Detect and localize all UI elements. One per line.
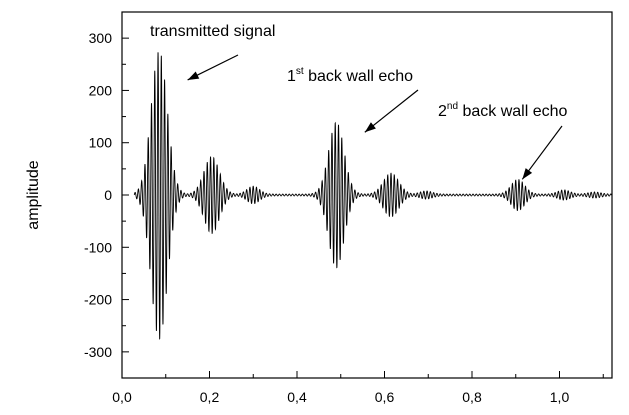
- x-tick-label: 0,2: [200, 389, 220, 405]
- annotation-label: 2nd back wall echo: [438, 101, 568, 120]
- annotation-arrowhead: [364, 122, 376, 133]
- y-tick-label: 0: [104, 187, 112, 203]
- y-axis-label: amplitude: [25, 160, 42, 229]
- y-tick-label: -300: [84, 344, 112, 360]
- x-tick-label: 0,4: [287, 389, 307, 405]
- y-tick-label: 100: [89, 135, 113, 151]
- y-tick-label: 200: [89, 82, 113, 98]
- annotations: transmitted signal 1st back wall echo 2nd …: [150, 23, 568, 180]
- x-axis-ticks: 0,0 0,2 0,4 0,6 0,8 1,0: [112, 371, 604, 405]
- y-axis-ticks: -300 -200 -100 0 100 200 300: [84, 30, 129, 379]
- x-tick-label: 0,8: [462, 389, 482, 405]
- annotation-label: 1st back wall echo: [287, 66, 413, 85]
- annotation-label: transmitted signal: [150, 23, 275, 40]
- y-tick-label: 300: [89, 30, 113, 46]
- annotation-arrow: [521, 125, 563, 180]
- x-tick-label: 1,0: [550, 389, 570, 405]
- annotation-arrowhead: [522, 168, 533, 180]
- y-tick-label: -100: [84, 239, 112, 255]
- signal-line: [133, 52, 613, 340]
- annotation-arrow: [364, 89, 419, 133]
- x-tick-label: 0,0: [112, 389, 132, 405]
- x-tick-label: 0,6: [375, 389, 395, 405]
- y-tick-label: -200: [84, 292, 112, 308]
- annotation-arrowhead: [187, 71, 200, 80]
